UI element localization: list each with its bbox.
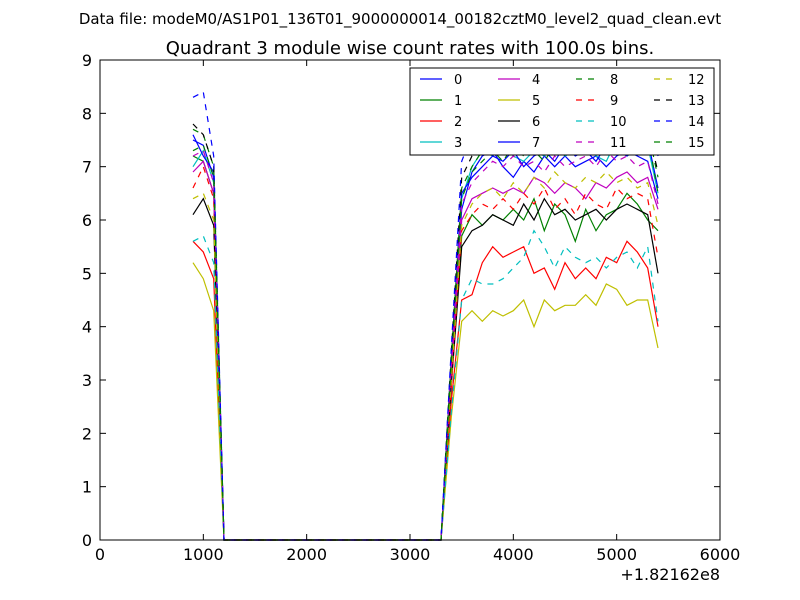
y-tick-label: 7 <box>82 158 92 177</box>
x-offset-label: +1.82162e8 <box>620 565 720 584</box>
plot-area: 0 1000 2000 3000 4000 5000 60000123456789+1.82… <box>82 51 741 584</box>
x-tick-label: 6000 <box>700 545 741 564</box>
legend-label-11: 11 <box>610 136 627 151</box>
legend-label-8: 8 <box>610 73 618 88</box>
legend-label-5: 5 <box>532 94 540 109</box>
series-line-5 <box>192 262 659 541</box>
series-line-8 <box>192 128 659 541</box>
legend-label-7: 7 <box>532 136 540 151</box>
y-tick-label: 2 <box>82 424 92 443</box>
legend-label-14: 14 <box>688 115 705 130</box>
series-line-12 <box>192 171 659 541</box>
series-line-6 <box>192 197 659 541</box>
legend-label-6: 6 <box>532 115 540 130</box>
y-tick-label: 1 <box>82 478 92 497</box>
series-line-0 <box>192 139 659 541</box>
x-tick-label: 1000 <box>183 545 224 564</box>
series-line-3 <box>192 138 659 541</box>
x-tick-label: 0 <box>95 545 105 564</box>
legend-label-12: 12 <box>688 73 705 88</box>
y-tick-label: 6 <box>82 211 92 230</box>
figure-suptitle: Data file: modeM0/AS1P01_136T01_90000000… <box>79 10 721 29</box>
y-tick-label: 3 <box>82 371 92 390</box>
x-tick-label: 3000 <box>390 545 431 564</box>
series-line-10 <box>192 229 659 541</box>
legend-label-10: 10 <box>610 115 627 130</box>
series-line-4 <box>192 160 659 541</box>
legend-label-15: 15 <box>688 136 705 151</box>
series-line-11 <box>192 149 659 541</box>
legend-label-13: 13 <box>688 94 705 109</box>
series-line-9 <box>192 165 659 541</box>
legend-label-2: 2 <box>454 115 462 130</box>
series-line-2 <box>192 240 659 541</box>
legend-label-4: 4 <box>532 73 540 88</box>
legend-label-0: 0 <box>454 73 462 88</box>
y-tick-label: 0 <box>82 531 92 550</box>
chart-title: Quadrant 3 module wise count rates with … <box>166 38 655 59</box>
legend-label-1: 1 <box>454 94 462 109</box>
y-tick-label: 4 <box>82 318 92 337</box>
x-tick-label: 2000 <box>286 545 327 564</box>
legend-label-3: 3 <box>454 136 462 151</box>
y-tick-label: 9 <box>82 51 92 70</box>
legend-box <box>409 67 715 156</box>
x-tick-label: 5000 <box>596 545 637 564</box>
y-tick-label: 5 <box>82 264 92 283</box>
series-line-13 <box>192 123 659 541</box>
x-tick-label: 4000 <box>493 545 534 564</box>
legend-label-9: 9 <box>610 94 618 109</box>
y-tick-label: 8 <box>82 104 92 123</box>
